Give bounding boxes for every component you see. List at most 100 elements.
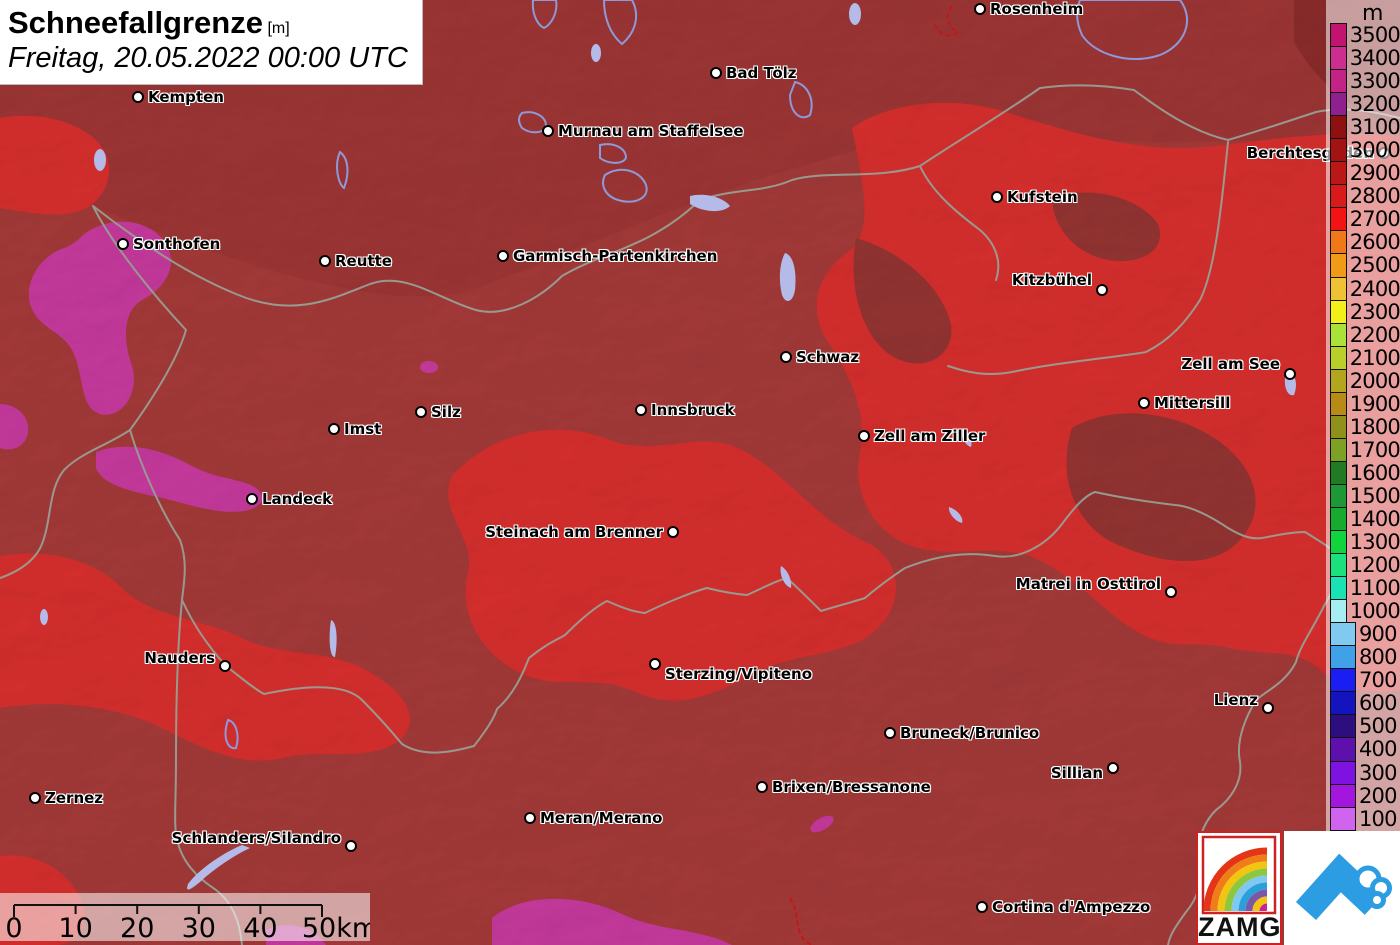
legend-row: 1700: [1330, 437, 1400, 462]
page-title: Schneefallgrenze [m]: [8, 5, 408, 41]
legend-value: 1800: [1349, 414, 1400, 439]
legend-row: 1600: [1330, 460, 1400, 485]
legend-row: 3500: [1330, 23, 1400, 48]
lakes: [40, 0, 1296, 890]
legend-value: 1000: [1349, 599, 1400, 624]
legend-color-swatch: [1330, 553, 1347, 578]
legend-value: 2300: [1349, 299, 1400, 324]
legend-color-swatch: [1330, 506, 1347, 532]
legend-value: 900: [1359, 622, 1397, 647]
legend-value: 1700: [1349, 437, 1400, 462]
legend-row: 2400: [1330, 276, 1400, 301]
legend-row: 3100: [1330, 115, 1400, 140]
legend-row: 2900: [1330, 161, 1400, 186]
legend-row: 1400: [1330, 506, 1400, 532]
legend-row: 100: [1330, 806, 1400, 831]
legend-color-swatch: [1330, 483, 1347, 508]
legend-value: 800: [1359, 645, 1397, 670]
legend-row: 800: [1330, 645, 1400, 670]
zamg-wordmark: ZAMG: [1198, 912, 1282, 942]
legend-value: 3000: [1349, 138, 1400, 163]
title-unit: [m]: [267, 20, 290, 37]
legend-color-swatch: [1330, 391, 1347, 416]
legend-color-swatch: [1330, 760, 1356, 785]
legend-value: 2000: [1349, 368, 1400, 393]
legend-row: 3400: [1330, 46, 1400, 71]
legend-value: 3400: [1349, 46, 1400, 71]
legend-color-swatch: [1330, 161, 1347, 186]
legend-value: 1300: [1349, 530, 1400, 555]
legend-color-swatch: [1330, 414, 1347, 439]
legend-color-swatch: [1330, 299, 1347, 324]
scale-bar-label: 30: [182, 913, 216, 941]
zamg-logo: ZAMG: [1196, 831, 1282, 945]
legend-color-swatch: [1330, 345, 1347, 370]
legend-color-swatch: [1330, 92, 1347, 117]
legend-color-swatch: [1330, 806, 1356, 831]
legend-value: 100: [1359, 806, 1397, 831]
legend-color-swatch: [1330, 668, 1356, 693]
legend-row: 1200: [1330, 553, 1400, 578]
scale-bar-label: 50km: [302, 913, 370, 941]
legend-value: 1600: [1349, 460, 1400, 485]
legend-value: 400: [1359, 737, 1397, 762]
legend-row: 2500: [1330, 253, 1400, 278]
legend-value: 2400: [1349, 276, 1400, 301]
legend-value: 1200: [1349, 553, 1400, 578]
legend-row: 2300: [1330, 299, 1400, 324]
legend-row: 2800: [1330, 184, 1400, 209]
legend-value: 2200: [1349, 322, 1400, 347]
legend-row: 1300: [1330, 530, 1400, 555]
avalanche-service-logo: [1284, 831, 1400, 945]
legend-color-swatch: [1330, 714, 1356, 739]
title-valid-time: Freitag, 20.05.2022 00:00 UTC: [8, 42, 408, 74]
legend-value: 200: [1359, 783, 1397, 808]
legend-value: 1100: [1349, 576, 1400, 601]
legend-value: 600: [1359, 691, 1397, 716]
title-parameter: Schneefallgrenze: [8, 5, 263, 40]
scale-bar-label: 0: [5, 913, 22, 941]
legend-row: 600: [1330, 691, 1400, 716]
legend-value: 3300: [1349, 69, 1400, 94]
legend-row: 1500: [1330, 483, 1400, 508]
map-title-box: Schneefallgrenze [m] Freitag, 20.05.2022…: [0, 0, 423, 85]
legend-value: 1500: [1349, 483, 1400, 508]
legend-row: 2100: [1330, 345, 1400, 370]
legend-value: 2500: [1349, 253, 1400, 278]
legend-color-swatch: [1330, 207, 1347, 232]
legend-row: 1000: [1330, 599, 1400, 624]
legend-row: 2200: [1330, 322, 1400, 347]
legend-color-swatch: [1330, 737, 1356, 762]
legend-row: 3300: [1330, 69, 1400, 94]
legend-row: 900: [1330, 622, 1400, 647]
legend-color-swatch: [1330, 437, 1347, 462]
legend-value: 3500: [1349, 23, 1400, 47]
legend-color-swatch: [1330, 576, 1347, 601]
legend-value: 2700: [1349, 207, 1400, 232]
legend-color-swatch: [1330, 230, 1347, 255]
legend-value: 1400: [1349, 506, 1400, 531]
legend-color-swatch: [1330, 138, 1347, 163]
legend-color-swatch: [1330, 322, 1347, 347]
legend-value: 2600: [1349, 230, 1400, 255]
legend-color-swatch: [1330, 599, 1347, 624]
legend-value: 700: [1359, 668, 1397, 693]
legend-rows: 3500 3400 3300 3200 3100 3000 2900 2800 2700 2600…: [1330, 23, 1400, 831]
scale-bar-label: 10: [58, 913, 92, 941]
legend-color-swatch: [1330, 530, 1347, 555]
legend-row: 500: [1330, 714, 1400, 739]
legend-color-swatch: [1330, 184, 1347, 209]
scale-bar-graphic: 0 10 20 30 40 50km: [5, 904, 378, 944]
legend-value: 500: [1359, 714, 1397, 739]
legend-color-swatch: [1330, 253, 1347, 278]
park-boundaries: [789, 5, 960, 945]
legend-color-swatch: [1330, 115, 1347, 140]
legend-row: 200: [1330, 783, 1400, 808]
legend-color-swatch: [1330, 460, 1347, 485]
legend-row: 3000: [1330, 138, 1400, 163]
legend-row: 400: [1330, 737, 1400, 762]
legend-color-swatch: [1330, 46, 1347, 71]
